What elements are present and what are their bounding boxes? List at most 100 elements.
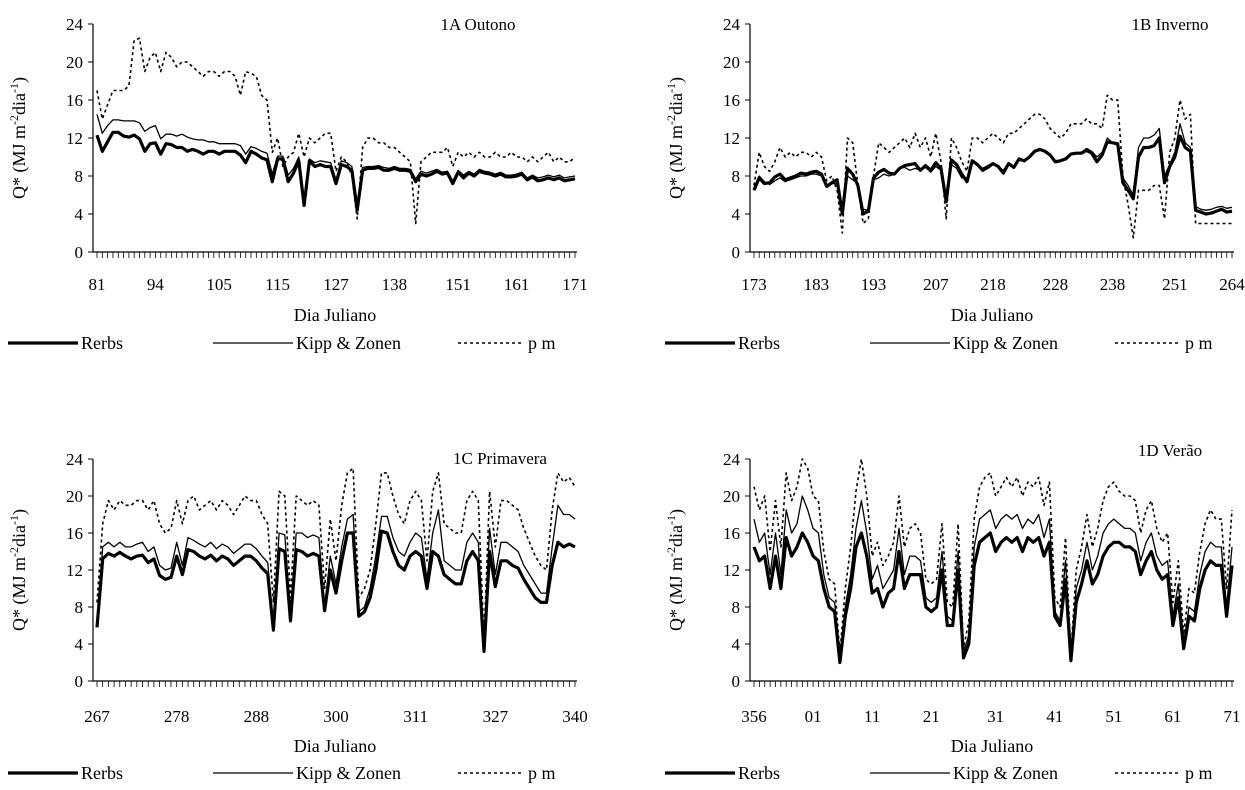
x-tick-label: 278 [164, 707, 190, 726]
y-tick-label: 24 [66, 450, 84, 469]
legend-label: p m [528, 333, 556, 353]
y-axis-title-part: Q* (MJ m [9, 557, 30, 631]
x-tick-label: 183 [804, 275, 830, 294]
x-tick-label: 251 [1162, 275, 1188, 294]
x-tick-label: 21 [923, 707, 940, 726]
y-tick-label: 8 [75, 598, 84, 617]
series-line-pm [96, 37, 576, 225]
series-line-rerbs [752, 531, 1234, 665]
series-line-rerbs [95, 130, 576, 212]
y-tick-label: 12 [66, 561, 83, 580]
legend-label: Rerbs [81, 333, 123, 353]
y-axis-title: Q* (MJ m-2dia-1) [7, 77, 30, 199]
y-axis-title-superscript: -2 [7, 547, 21, 557]
y-tick-label: 0 [75, 243, 84, 262]
y-axis-title-part: ) [9, 77, 30, 83]
y-axis-title-part: ) [666, 77, 687, 83]
y-tick-label: 24 [723, 15, 741, 34]
x-axis-title: Dia Juliano [294, 305, 377, 325]
y-axis-title: Q* (MJ m-2dia-1) [664, 77, 687, 199]
x-tick-label: 41 [1046, 707, 1063, 726]
x-tick-label: 94 [147, 275, 165, 294]
x-tick-label: 267 [84, 707, 110, 726]
y-axis-title-superscript: -1 [664, 83, 678, 93]
x-tick-label: 238 [1100, 275, 1126, 294]
y-axis-title-part: Q* (MJ m [9, 125, 30, 199]
y-tick-label: 12 [723, 129, 740, 148]
panel-title: 1C Primavera [453, 449, 547, 468]
y-axis-title-superscript: -1 [664, 515, 678, 525]
y-axis-title-superscript: -2 [664, 115, 678, 125]
y-axis-title-part: dia [666, 93, 686, 115]
x-axis-title: Dia Juliano [294, 736, 377, 756]
x-tick-label: 61 [1164, 707, 1181, 726]
series-line-pm [753, 94, 1232, 239]
x-tick-label: 127 [323, 275, 349, 294]
x-tick-label: 356 [741, 707, 767, 726]
y-tick-label: 24 [723, 450, 741, 469]
legend-label: Kipp & Zonen [296, 763, 401, 783]
legend: Rerbs Kipp & Zonen p m [665, 333, 1213, 353]
y-axis-title-part: ) [666, 509, 687, 515]
legend-label: Rerbs [738, 763, 780, 783]
y-tick-label: 0 [732, 243, 741, 262]
x-tick-label: 327 [483, 707, 509, 726]
x-tick-label: 71 [1224, 707, 1241, 726]
y-tick-label: 20 [723, 487, 740, 506]
panel-title: 1D Verão [1138, 441, 1202, 460]
y-tick-label: 8 [732, 167, 741, 186]
x-tick-label: 264 [1219, 275, 1245, 294]
y-tick-label: 8 [75, 167, 84, 186]
legend-label: Rerbs [738, 333, 780, 353]
y-axis-title-superscript: -1 [7, 515, 21, 525]
series-line-kipp-zonen [96, 114, 576, 209]
y-axis-title-part: dia [9, 93, 29, 115]
y-tick-label: 4 [75, 635, 84, 654]
legend-label: p m [528, 763, 556, 783]
x-tick-label: 193 [861, 275, 887, 294]
y-tick-label: 16 [66, 91, 83, 110]
x-axis-title: Dia Juliano [951, 736, 1034, 756]
panel-title: 1A Outono [440, 15, 515, 34]
x-tick-label: 311 [403, 707, 428, 726]
series-line-rerbs [95, 529, 576, 654]
y-axis-title-part: dia [666, 525, 686, 547]
x-tick-label: 51 [1105, 707, 1122, 726]
y-tick-label: 8 [732, 598, 741, 617]
x-axis-title: Dia Juliano [951, 305, 1034, 325]
x-tick-label: 31 [987, 707, 1004, 726]
x-tick-label: 81 [89, 275, 106, 294]
y-tick-label: 20 [66, 53, 83, 72]
chart-panel-2: 0 4 8 12 16 20 24 173 183 193 207 218 228 238 251 264 Di… [664, 15, 1245, 353]
chart-panel-1: 0 4 8 12 16 20 24 81 94 105 115 127 138 151 161 171 Dia … [7, 15, 588, 353]
y-tick-label: 4 [732, 635, 741, 654]
series-line-pm [753, 458, 1233, 655]
y-tick-label: 0 [732, 672, 741, 691]
x-tick-label: 300 [323, 707, 349, 726]
x-tick-label: 173 [741, 275, 767, 294]
x-tick-label: 340 [562, 707, 588, 726]
chart-panel-4: 0 4 8 12 16 20 24 356 01 11 21 31 41 51 61 71 Dia Julian… [664, 441, 1241, 783]
legend: Rerbs Kipp & Zonen p m [665, 763, 1213, 783]
y-axis-title: Q* (MJ m-2dia-1) [664, 509, 687, 631]
x-tick-label: 11 [864, 707, 880, 726]
legend-label: p m [1185, 763, 1213, 783]
y-axis-title-part: Q* (MJ m [666, 125, 687, 199]
legend-label: Rerbs [81, 763, 123, 783]
legend: Rerbs Kipp & Zonen p m [8, 763, 556, 783]
y-axis-title-part: ) [9, 509, 30, 515]
legend-label: Kipp & Zonen [953, 763, 1058, 783]
x-tick-label: 161 [504, 275, 530, 294]
y-axis-title-superscript: -2 [664, 547, 678, 557]
x-tick-label: 171 [562, 275, 588, 294]
x-tick-label: 151 [445, 275, 471, 294]
chart-panel-3: 0 4 8 12 16 20 24 267 278 288 300 311 327 340 Dia Juli… [7, 449, 588, 783]
x-tick-label: 105 [206, 275, 232, 294]
y-tick-label: 24 [66, 15, 84, 34]
y-axis-title-superscript: -2 [7, 115, 21, 125]
x-tick-label: 218 [980, 275, 1006, 294]
x-tick-label: 228 [1043, 275, 1069, 294]
y-tick-label: 4 [732, 205, 741, 224]
panel-title: 1B Inverno [1132, 15, 1209, 34]
series-line-pm [96, 467, 576, 641]
